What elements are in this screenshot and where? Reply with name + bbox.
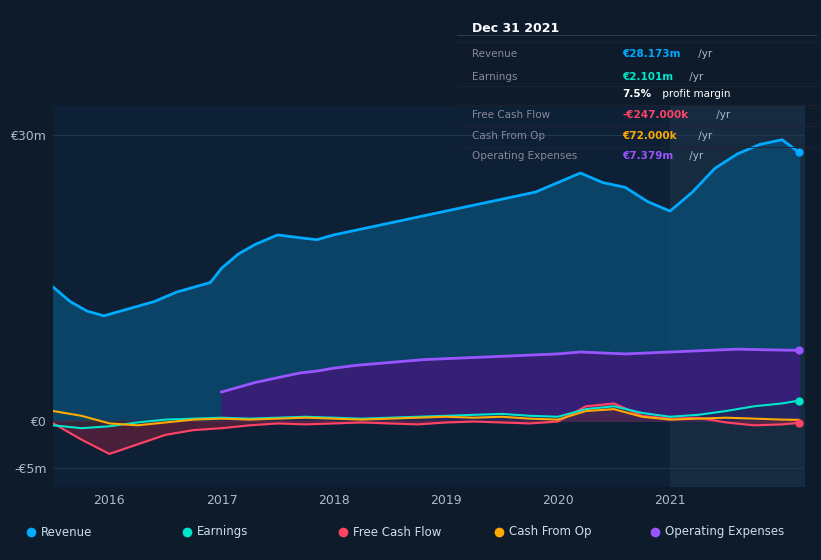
Text: €28.173m: €28.173m: [622, 49, 681, 59]
Text: €2.101m: €2.101m: [622, 72, 674, 82]
Text: Revenue: Revenue: [41, 525, 93, 539]
Text: profit margin: profit margin: [658, 89, 730, 99]
Text: Earnings: Earnings: [197, 525, 249, 539]
Text: /yr: /yr: [686, 72, 703, 82]
Text: Cash From Op: Cash From Op: [509, 525, 591, 539]
Text: Earnings: Earnings: [472, 72, 517, 82]
Text: -€247.000k: -€247.000k: [622, 110, 689, 120]
Bar: [670, 106, 805, 487]
Text: /yr: /yr: [686, 151, 703, 161]
Text: Cash From Op: Cash From Op: [472, 130, 544, 141]
Text: Free Cash Flow: Free Cash Flow: [353, 525, 442, 539]
Text: 7.5%: 7.5%: [622, 89, 652, 99]
Text: Dec 31 2021: Dec 31 2021: [472, 22, 559, 35]
Text: €72.000k: €72.000k: [622, 130, 677, 141]
Text: /yr: /yr: [713, 110, 730, 120]
Text: €7.379m: €7.379m: [622, 151, 674, 161]
Text: /yr: /yr: [695, 130, 712, 141]
Text: /yr: /yr: [695, 49, 712, 59]
Text: Operating Expenses: Operating Expenses: [665, 525, 784, 539]
Text: Free Cash Flow: Free Cash Flow: [472, 110, 550, 120]
Text: Revenue: Revenue: [472, 49, 516, 59]
Text: Operating Expenses: Operating Expenses: [472, 151, 577, 161]
